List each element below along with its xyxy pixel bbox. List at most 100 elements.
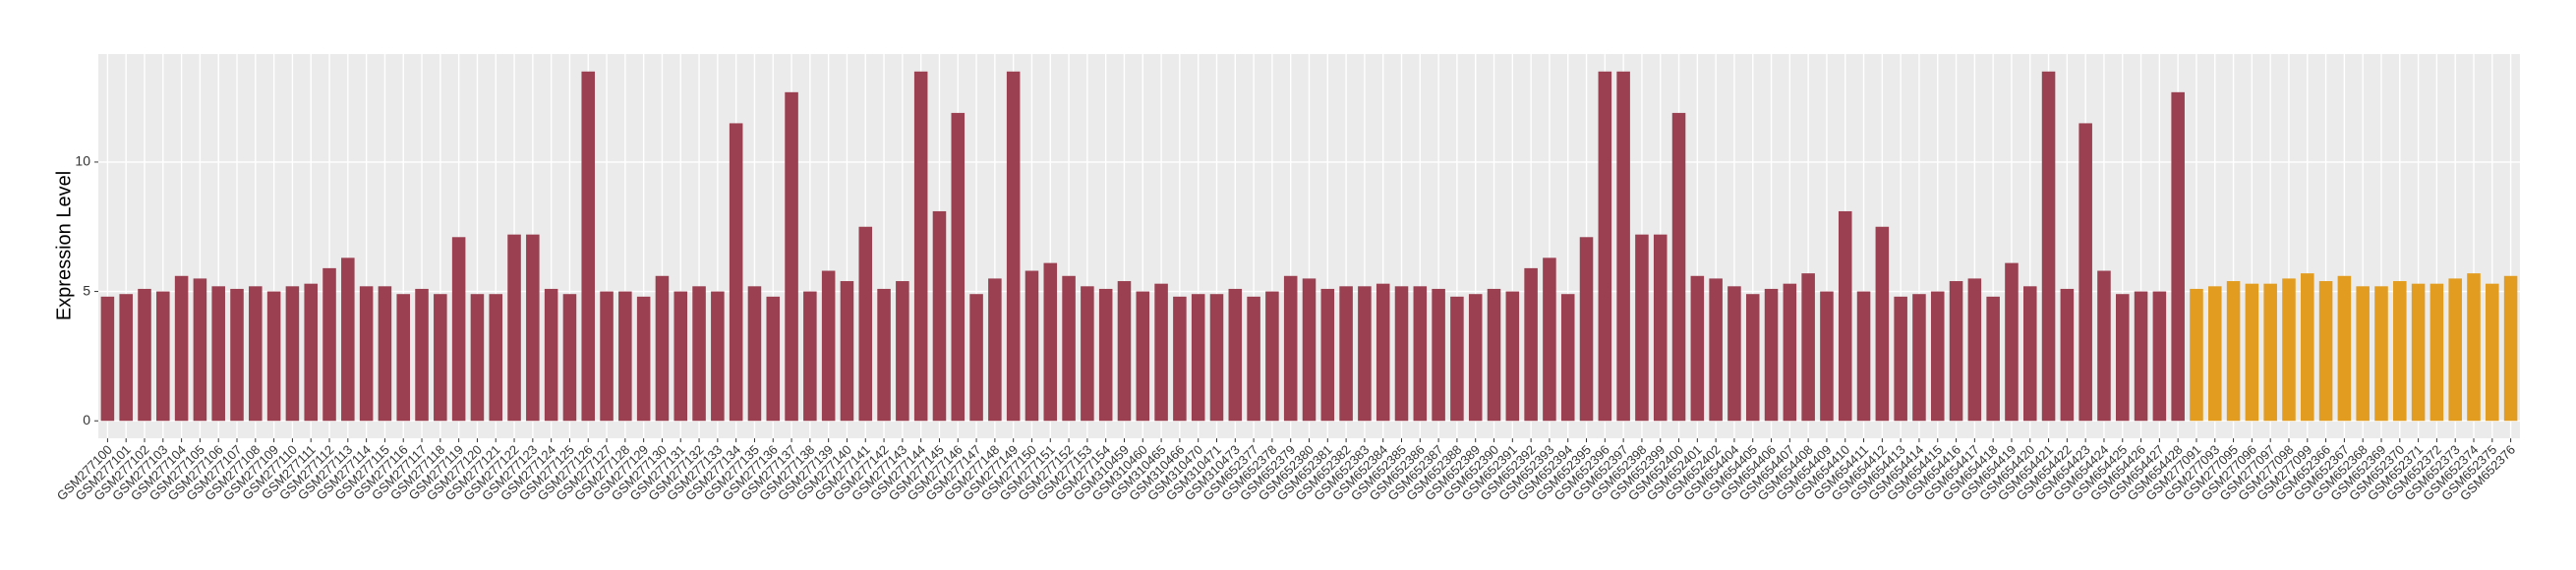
bar	[1358, 286, 1372, 422]
bar	[2060, 288, 2075, 422]
bar	[1228, 288, 1243, 422]
bar	[1209, 294, 1224, 422]
bar	[359, 286, 374, 422]
bar	[211, 286, 225, 422]
bar	[1820, 291, 1834, 422]
bar	[2318, 281, 2333, 422]
bar	[1043, 262, 1058, 422]
bar	[1098, 288, 1113, 422]
bar	[174, 275, 189, 422]
bar	[785, 91, 798, 422]
bar	[451, 237, 466, 422]
bar	[2282, 278, 2296, 422]
bar	[249, 286, 263, 422]
bar	[1487, 288, 1501, 422]
bar	[913, 71, 928, 422]
bar	[2190, 288, 2203, 422]
bar	[2152, 291, 2167, 422]
bar	[1690, 275, 1705, 422]
bar	[1949, 281, 1963, 422]
bar	[1505, 291, 1520, 422]
bar	[2430, 283, 2444, 422]
bar	[673, 291, 688, 422]
bar	[618, 291, 632, 422]
bar	[544, 288, 558, 422]
bar	[100, 296, 115, 422]
bar	[1468, 294, 1483, 422]
bar	[766, 296, 781, 422]
bar	[138, 288, 151, 422]
bar	[1856, 291, 1871, 422]
bar	[1930, 291, 1945, 422]
bar	[2337, 275, 2352, 422]
bar	[1709, 278, 1723, 422]
bar	[803, 291, 817, 422]
bar	[2245, 283, 2259, 422]
bar	[1062, 275, 1076, 422]
bar	[2208, 286, 2222, 422]
bar	[322, 267, 336, 422]
y-tick-label: 0	[83, 412, 90, 428]
bar	[1727, 286, 1741, 422]
bar	[2263, 283, 2277, 422]
bar	[1247, 296, 1260, 422]
bar	[600, 291, 614, 422]
bar	[1154, 283, 1168, 422]
bar	[2171, 91, 2185, 422]
bar	[230, 288, 244, 422]
bar	[1283, 275, 1298, 422]
bar	[2005, 262, 2019, 422]
bar	[1081, 286, 1094, 422]
bar	[1117, 281, 1132, 422]
bar	[378, 286, 392, 422]
bar	[1653, 234, 1668, 422]
bar	[1967, 278, 1982, 422]
y-tick-label: 10	[75, 153, 90, 169]
bar	[581, 71, 596, 422]
bar	[1783, 283, 1797, 422]
bar	[1671, 112, 1686, 422]
bar	[396, 294, 410, 422]
y-tick-label: 5	[83, 282, 90, 298]
bar	[1543, 257, 1556, 422]
bar	[1173, 296, 1187, 422]
bar	[988, 278, 1002, 422]
bar	[1265, 291, 1279, 422]
bar	[2078, 123, 2092, 422]
bar	[1912, 294, 1926, 422]
bar	[1432, 288, 1445, 422]
bar	[1986, 296, 2000, 422]
bar	[1875, 226, 1890, 422]
bar	[2115, 294, 2130, 422]
bar	[1764, 288, 1779, 422]
bar	[711, 291, 725, 422]
bar	[1894, 296, 1907, 422]
bar	[2374, 286, 2388, 422]
bar	[562, 294, 577, 422]
bar	[415, 288, 429, 422]
bar	[1801, 273, 1815, 422]
bar	[1616, 71, 1630, 422]
bar	[729, 123, 743, 422]
bar	[341, 257, 355, 422]
bar	[2486, 283, 2499, 422]
bar	[2503, 275, 2518, 422]
bar	[1560, 294, 1575, 422]
bar	[1006, 71, 1021, 422]
bar	[932, 210, 947, 422]
bar	[2301, 273, 2314, 422]
bar	[747, 286, 762, 422]
bar	[1376, 283, 1390, 422]
bar	[2097, 270, 2111, 422]
bar	[655, 275, 670, 422]
bar	[692, 286, 706, 422]
bar	[1413, 286, 1428, 422]
bar	[951, 112, 966, 422]
bar	[1450, 296, 1464, 422]
bar	[2041, 71, 2056, 422]
bar	[969, 294, 983, 422]
bar	[896, 281, 909, 422]
bar	[2448, 278, 2462, 422]
y-axis-title: Expression Level	[53, 171, 75, 320]
bar	[156, 291, 170, 422]
